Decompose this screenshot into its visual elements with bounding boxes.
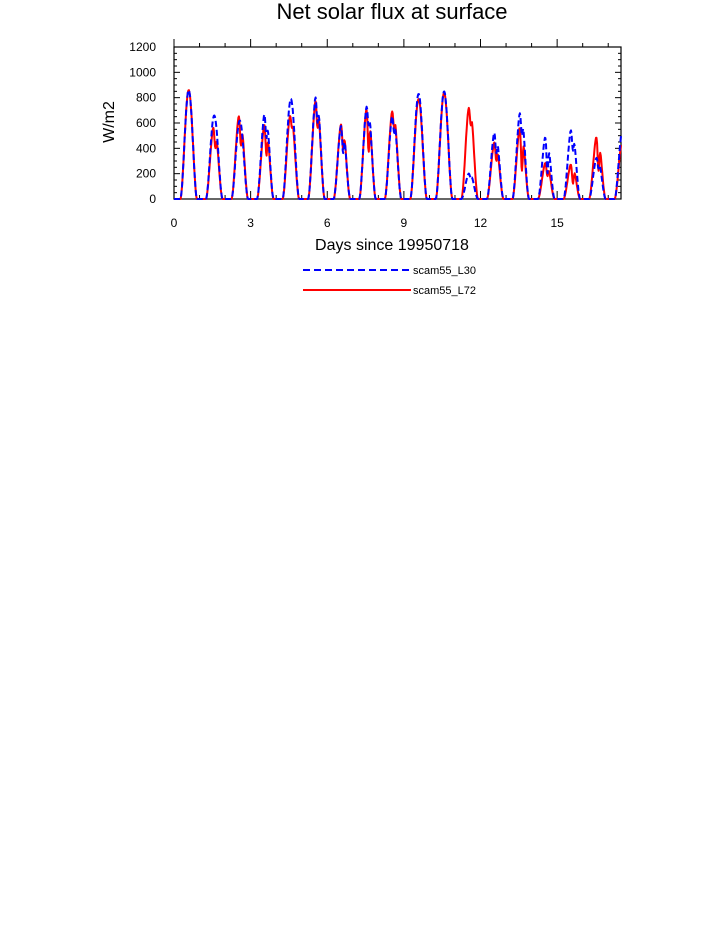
x-tick-label: 9 (401, 216, 408, 230)
x-axis-label: Days since 19950718 (315, 237, 469, 254)
y-tick-label: 1200 (129, 40, 156, 54)
series-line-scam55_L30 (173, 89, 622, 200)
chart-title: Net solar flux at surface (276, 0, 507, 24)
x-tick-label: 15 (550, 216, 564, 230)
x-axis: 0 3 6 9 12 15 (171, 39, 609, 230)
y-axis: 0 200 400 600 800 1000 1200 (129, 40, 621, 206)
y-tick-label: 800 (136, 91, 156, 105)
series-layer (173, 89, 622, 200)
legend: scam55_L30 scam55_L72 (303, 265, 476, 297)
plot-area: 0 200 400 600 800 1000 1200 0 3 6 9 12 15 (129, 39, 622, 230)
x-tick-label: 6 (324, 216, 331, 230)
x-tick-label: 0 (171, 216, 178, 230)
y-tick-label: 0 (149, 192, 156, 206)
y-tick-label: 600 (136, 116, 156, 130)
y-tick-label: 1000 (129, 65, 156, 79)
x-tick-label: 12 (474, 216, 488, 230)
legend-label-l30: scam55_L30 (413, 265, 476, 277)
plot-frame (173, 46, 622, 200)
legend-label-l72: scam55_L72 (413, 285, 476, 297)
y-axis-label: W/m2 (101, 101, 118, 143)
series-line-scam55_L72 (173, 89, 622, 200)
y-tick-label: 200 (136, 167, 156, 181)
x-tick-label: 3 (247, 216, 254, 230)
y-tick-label: 400 (136, 141, 156, 155)
